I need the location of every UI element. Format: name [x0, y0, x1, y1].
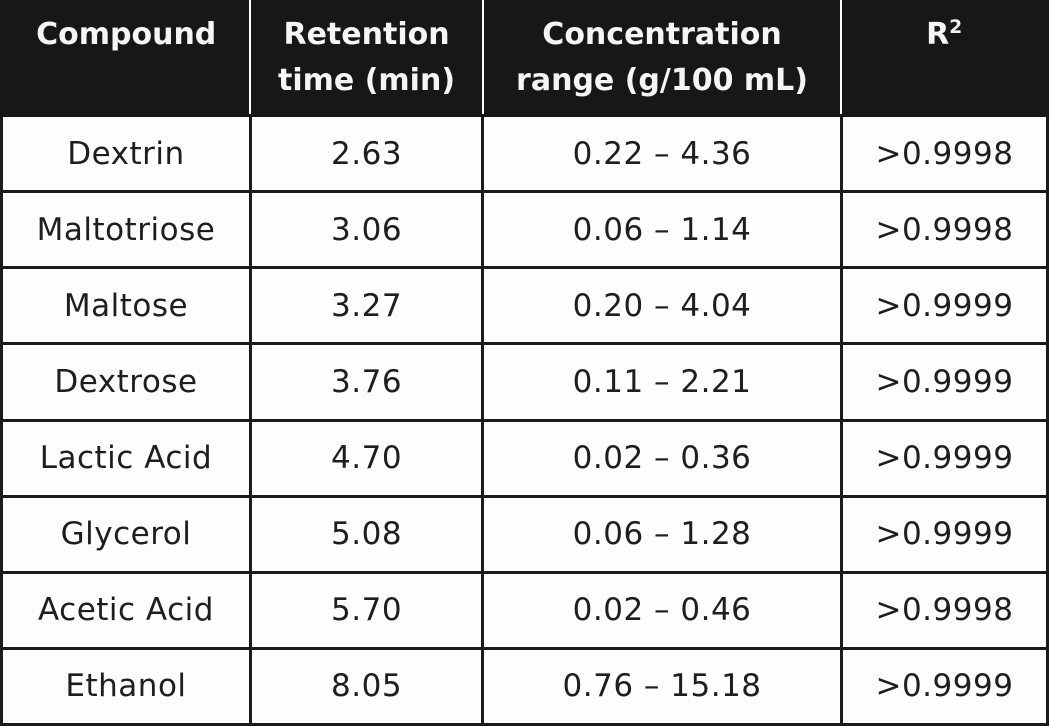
cell-r-squared: >0.9998: [839, 113, 1049, 194]
cell-r-squared: >0.9999: [839, 342, 1049, 422]
superscript-2: 2: [949, 17, 963, 38]
cell-r-squared: >0.9998: [839, 190, 1049, 270]
cell-r-squared: >0.9999: [839, 418, 1049, 498]
table-row: Maltose 3.27 0.20 – 4.04 >0.9999: [0, 266, 1049, 346]
cell-concentration-range: 0.11 – 2.21: [481, 342, 843, 422]
cell-concentration-range: 0.02 – 0.36: [481, 418, 843, 498]
cell-retention-time: 3.06: [248, 190, 485, 270]
cell-retention-time: 4.70: [248, 418, 485, 498]
cell-concentration-range: 0.22 – 4.36: [481, 113, 843, 194]
column-header-r-squared: R2: [840, 0, 1049, 117]
cell-r-squared: >0.9998: [839, 570, 1049, 650]
table-row: Acetic Acid 5.70 0.02 – 0.46 >0.9998: [0, 570, 1049, 650]
cell-concentration-range: 0.06 – 1.28: [481, 494, 843, 574]
cell-retention-time: 3.27: [248, 266, 485, 346]
column-header-label: range (g/100 mL): [516, 63, 809, 98]
cell-compound: Maltose: [0, 266, 252, 346]
table-row: Maltotriose 3.06 0.06 – 1.14 >0.9998: [0, 190, 1049, 270]
cell-retention-time: 5.08: [248, 494, 485, 574]
cell-compound: Dextrin: [0, 113, 252, 194]
cell-r-squared: >0.9999: [839, 646, 1049, 726]
table-row: Ethanol 8.05 0.76 – 15.18 >0.9999: [0, 646, 1049, 726]
column-header-retention-time: Retention time (min): [249, 0, 483, 117]
cell-compound: Lactic Acid: [0, 418, 252, 498]
cell-r-squared: >0.9999: [839, 266, 1049, 346]
table-row: Dextrose 3.76 0.11 – 2.21 >0.9999: [0, 342, 1049, 422]
column-header-concentration-range: Concentration range (g/100 mL): [481, 0, 842, 117]
table-row: Lactic Acid 4.70 0.02 – 0.36 >0.9999: [0, 418, 1049, 498]
table-row: Dextrin 2.63 0.22 – 4.36 >0.9998: [0, 113, 1049, 194]
cell-retention-time: 3.76: [248, 342, 485, 422]
cell-compound: Maltotriose: [0, 190, 252, 270]
table-header-row: Compound Retention time (min) Concentrat…: [0, 0, 1049, 117]
cell-retention-time: 2.63: [248, 113, 485, 194]
cell-retention-time: 5.70: [248, 570, 485, 650]
cell-retention-time: 8.05: [248, 646, 485, 726]
cell-concentration-range: 0.06 – 1.14: [481, 190, 843, 270]
cell-r-squared: >0.9999: [839, 494, 1049, 574]
cell-compound: Ethanol: [0, 646, 252, 726]
column-header-compound: Compound: [0, 0, 251, 117]
column-header-label: R2: [926, 17, 963, 52]
table-row: Glycerol 5.08 0.06 – 1.28 >0.9999: [0, 494, 1049, 574]
column-header-label: Compound: [36, 17, 217, 52]
cell-concentration-range: 0.20 – 4.04: [481, 266, 843, 346]
cell-compound: Glycerol: [0, 494, 252, 574]
cell-compound: Dextrose: [0, 342, 252, 422]
cell-concentration-range: 0.76 – 15.18: [481, 646, 843, 726]
cell-concentration-range: 0.02 – 0.46: [481, 570, 843, 650]
column-header-label: time (min): [278, 63, 456, 98]
cell-compound: Acetic Acid: [0, 570, 252, 650]
column-header-label: Retention: [283, 17, 450, 52]
column-header-label: Concentration: [542, 17, 782, 52]
